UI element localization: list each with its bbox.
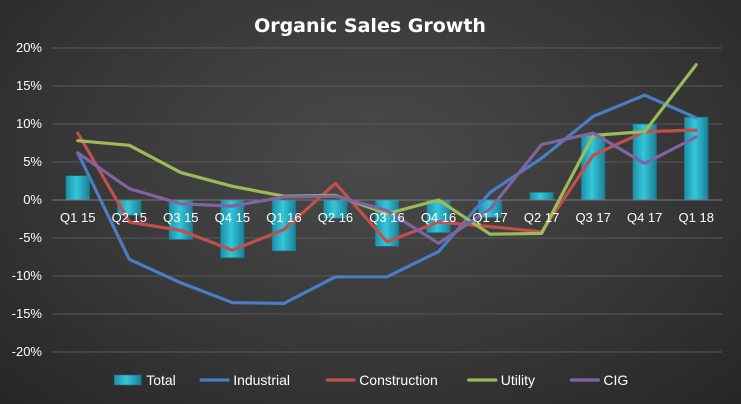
legend-swatch-total: [113, 374, 142, 386]
line-series: [76, 63, 698, 305]
y-tick-label: 10%: [16, 116, 42, 131]
legend-item-total: Total: [113, 372, 176, 388]
legend-label: Construction: [359, 372, 438, 388]
legend-label: CIG: [603, 372, 628, 388]
y-tick-label: -20%: [12, 344, 43, 359]
legend: Total Industrial Construction Utility CIG: [113, 372, 628, 388]
line-construction: [76, 128, 698, 252]
x-tick-label: Q3 17: [575, 210, 610, 225]
legend-item-cig: CIG: [569, 372, 628, 388]
y-tick-label: -10%: [12, 268, 43, 283]
bar-total: [529, 192, 554, 201]
legend-label: Industrial: [233, 372, 290, 388]
line-cig: [76, 131, 698, 245]
bar-total: [271, 199, 297, 252]
x-tick-label: Q1 18: [679, 210, 714, 225]
x-tick-label: Q4 15: [215, 210, 250, 225]
legend-label: Total: [146, 372, 176, 388]
y-tick-label: -15%: [12, 306, 43, 321]
line-industrial: [76, 93, 698, 305]
x-tick-label: Q2 16: [318, 210, 353, 225]
legend-label: Utility: [501, 372, 535, 388]
line-utility: [76, 63, 698, 236]
y-tick-label: -5%: [19, 230, 43, 245]
x-tick-label: Q1 17: [472, 210, 507, 225]
x-tick-label: Q1 15: [60, 210, 95, 225]
x-tick-label: Q4 17: [627, 210, 662, 225]
legend-item-construction: Construction: [325, 372, 438, 388]
x-tick-label: Q3 15: [163, 210, 198, 225]
y-tick-label: 20%: [16, 40, 42, 55]
x-tick-label: Q2 15: [112, 210, 147, 225]
legend-item-industrial: Industrial: [199, 372, 290, 388]
x-tick-label: Q4 16: [421, 210, 456, 225]
legend-item-utility: Utility: [467, 372, 535, 388]
x-tick-label: Q2 17: [524, 210, 559, 225]
y-axis-ticks: -20% -15% -10% -5% 0% 5% 10% 15% 20%: [12, 40, 43, 359]
x-axis-ticks: Q1 15 Q2 15 Q3 15 Q4 15 Q1 16 Q2 16 Q3 16 Q4 16…: [60, 210, 714, 225]
y-tick-label: 5%: [23, 154, 42, 169]
x-tick-label: Q1 16: [266, 210, 301, 225]
x-tick-label: Q3 16: [369, 210, 404, 225]
y-tick-label: 15%: [16, 78, 42, 93]
bar-total: [65, 175, 90, 201]
y-tick-label: 0%: [23, 192, 42, 207]
chart-title: Organic Sales Growth: [254, 15, 486, 37]
bar-series-total: [65, 116, 709, 259]
